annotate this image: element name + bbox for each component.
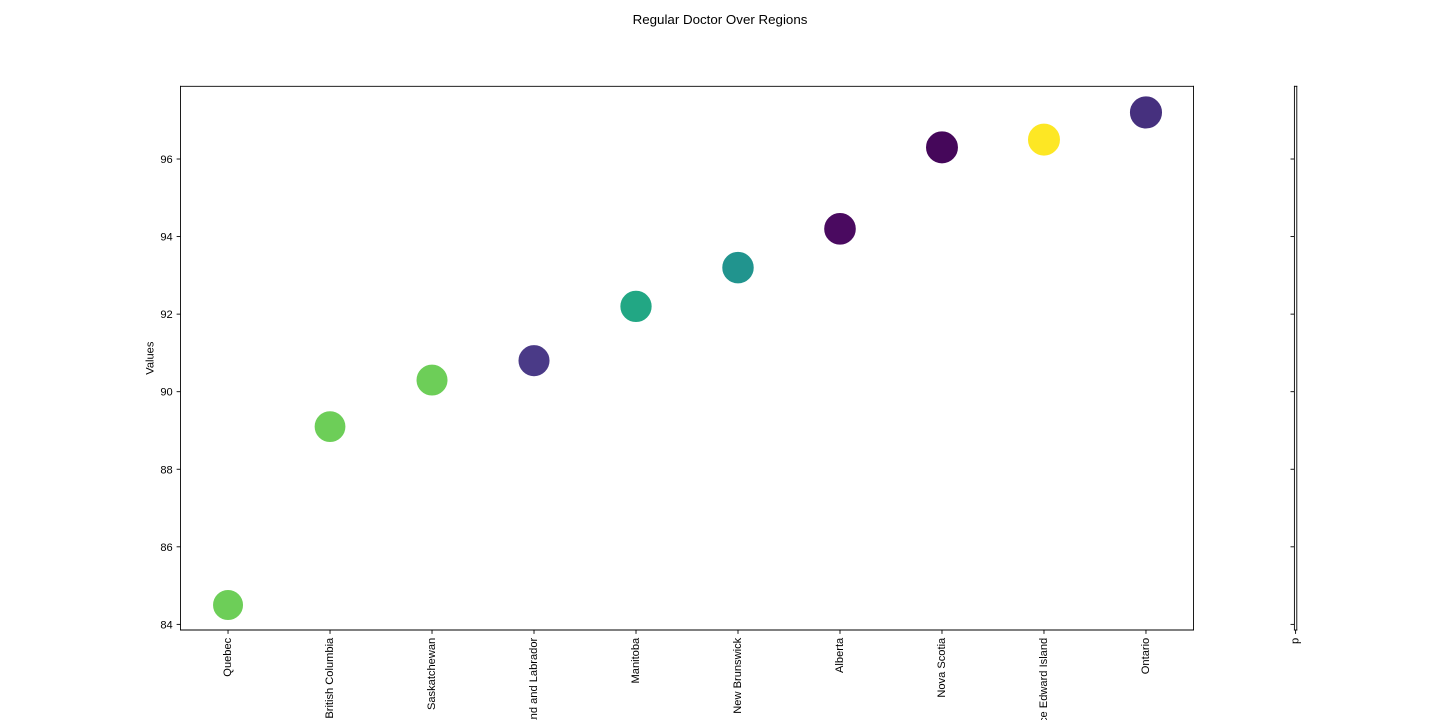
svg-text:Alberta: Alberta <box>834 637 846 673</box>
svg-text:94: 94 <box>160 232 172 244</box>
svg-text:Newfoundland and Labrador: Newfoundland and Labrador <box>528 637 540 720</box>
svg-text:British Columbia: British Columbia <box>324 637 336 719</box>
svg-text:Values: Values <box>145 341 157 375</box>
svg-text:86: 86 <box>160 542 172 554</box>
svg-text:88: 88 <box>160 464 172 476</box>
svg-text:Regular Doctor Over Regions: Regular Doctor Over Regions <box>633 12 808 27</box>
svg-text:90: 90 <box>160 387 172 399</box>
svg-text:Quebec: Quebec <box>222 637 234 676</box>
svg-text:92: 92 <box>160 309 172 321</box>
svg-text:Nova Scotia: Nova Scotia <box>936 637 948 698</box>
svg-text:84: 84 <box>160 619 172 631</box>
svg-text:Prince Edward Island: Prince Edward Island <box>1038 638 1050 720</box>
svg-text:New Brunswick: New Brunswick <box>732 637 744 713</box>
svg-text:p: p <box>1289 638 1301 644</box>
svg-text:Ontario: Ontario <box>1140 638 1152 674</box>
svg-text:Manitoba: Manitoba <box>630 637 642 684</box>
svg-text:96: 96 <box>160 154 172 166</box>
svg-text:Saskatchewan: Saskatchewan <box>426 638 438 710</box>
